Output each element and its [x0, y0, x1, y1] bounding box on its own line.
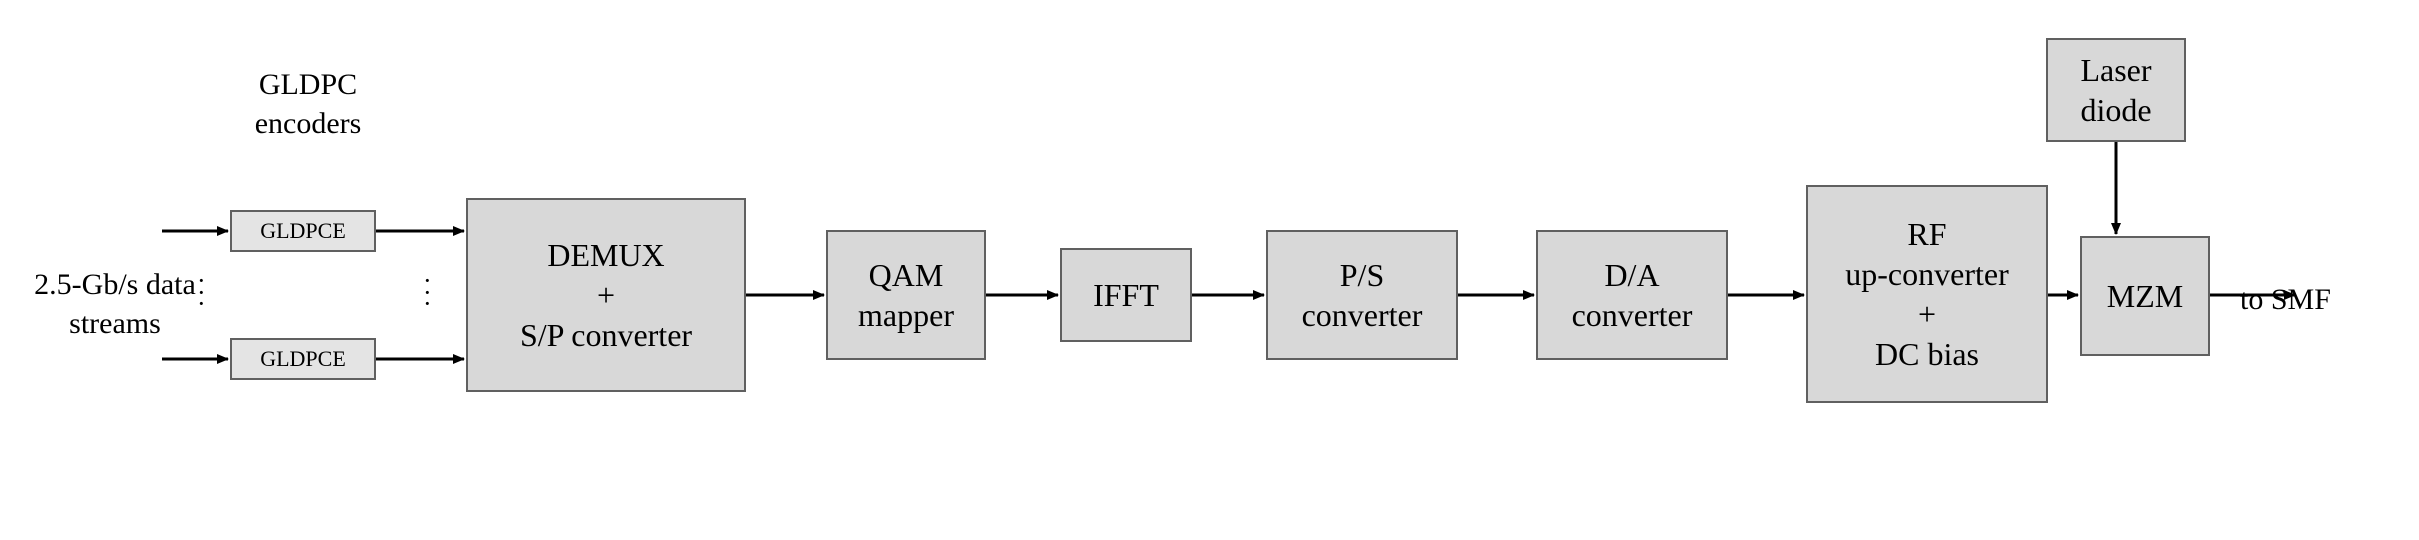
block-diagram: GLDPC encoders 2.5-Gb/s data streams to … — [0, 0, 2419, 540]
arrows — [0, 0, 2419, 540]
